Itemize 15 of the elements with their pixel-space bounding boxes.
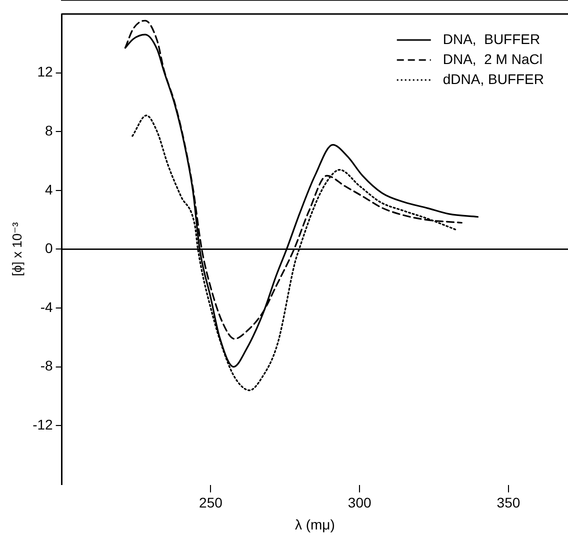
y-tick-label: -4 bbox=[40, 298, 54, 315]
y-tick-label: -12 bbox=[32, 416, 54, 432]
legend-label: DNA, 2 M NaCl bbox=[442, 50, 542, 67]
legend-label: dDNA, BUFFER bbox=[442, 70, 544, 87]
y-tick-label: 4 bbox=[45, 181, 54, 198]
y-tick-label: 0 bbox=[45, 240, 54, 256]
x-axis-title: λ (mμ) bbox=[294, 516, 335, 532]
x-tick-label: 350 bbox=[496, 494, 520, 511]
legend-label: DNA, BUFFER bbox=[442, 30, 540, 47]
x-tick-label: 300 bbox=[348, 494, 372, 511]
y-tick-label: 12 bbox=[37, 64, 54, 80]
x-tick-label: 250 bbox=[199, 494, 223, 511]
y-axis-title: [ϕ] x 10⁻³ bbox=[9, 222, 24, 276]
y-tick-label: 8 bbox=[45, 122, 54, 138]
y-tick-label: -8 bbox=[40, 358, 54, 374]
